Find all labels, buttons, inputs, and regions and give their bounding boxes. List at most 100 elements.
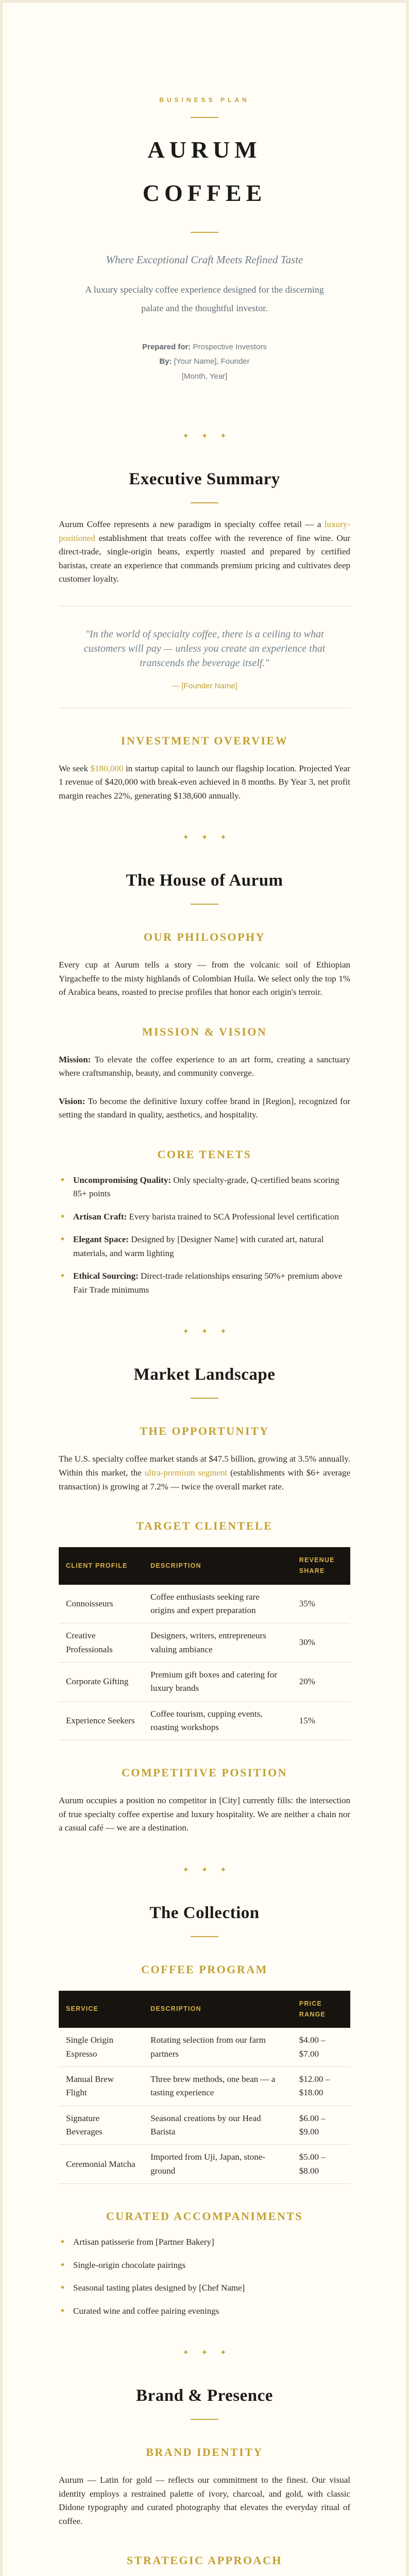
cell: Imported from Uji, Japan, stone-ground bbox=[143, 2144, 292, 2184]
list-item: ◆ Single-origin chocolate pairings bbox=[59, 2259, 350, 2273]
cover-subtitle: A luxury specialty coffee experience des… bbox=[85, 284, 324, 313]
table-header-row: CLIENT PROFILE DESCRIPTION REVENUE SHARE bbox=[59, 1547, 350, 1585]
cell: Premium gift boxes and catering for luxu… bbox=[143, 1662, 292, 1702]
pull-quote: "In the world of specialty coffee, there… bbox=[59, 605, 350, 708]
text-run: The U.S. specialty coffee market stands … bbox=[59, 1454, 350, 1478]
gold-divider bbox=[191, 117, 218, 118]
cell: Coffee tourism, cupping events, roasting… bbox=[143, 1701, 292, 1741]
investment-overview-paragraph: We seek $180,000 in startup capital to l… bbox=[59, 762, 350, 803]
cell: Connoisseurs bbox=[59, 1584, 144, 1624]
diamond-bullet-icon: ◆ bbox=[61, 2284, 64, 2290]
diamond-ornament-icon: ✦ ✦ ✦ bbox=[182, 1328, 227, 1336]
gold-divider bbox=[191, 502, 218, 504]
cell: Creative Professionals bbox=[59, 1623, 144, 1663]
diamond-bullet-icon: ◆ bbox=[61, 2261, 64, 2267]
subheading-investment-overview: INVESTMENT OVERVIEW bbox=[121, 734, 288, 747]
section-heading-executive-summary: Executive Summary bbox=[129, 470, 280, 489]
cell: Seasonal creations by our Head Barista bbox=[143, 2106, 292, 2145]
competitive-position-paragraph: Aurum occupies a position no competitor … bbox=[59, 1795, 350, 1833]
vision-paragraph: Vision: To become the definitive luxury … bbox=[59, 1095, 350, 1122]
gold-divider bbox=[191, 1398, 218, 1399]
text-run: (establishments with $6+ average transac… bbox=[59, 1467, 350, 1492]
section-heading-brand-presence: Brand & Presence bbox=[136, 2386, 273, 2405]
section-heading-the-collection: The Collection bbox=[149, 1903, 260, 1922]
list-item: ◆ Uncompromising Quality: Only specialty-… bbox=[59, 1174, 350, 1201]
list-item: ◆ Seasonal tasting plates designed by [Ch… bbox=[59, 2281, 350, 2295]
prepared-for-line: Prepared for: Prospective Investors bbox=[59, 340, 350, 355]
date-line: [Month, Year] bbox=[181, 371, 228, 381]
accompaniments-list: ◆ Artisan patisserie from [Partner Bakery… bbox=[59, 2235, 350, 2318]
subheading-the-opportunity: THE OPPORTUNITY bbox=[140, 1425, 269, 1438]
subheading-mission-vision: MISSION & VISION bbox=[142, 1025, 267, 1038]
cell: $4.00 – $7.00 bbox=[292, 2028, 350, 2067]
cell: 30% bbox=[292, 1623, 350, 1663]
mission-paragraph: Mission: To elevate the coffee experienc… bbox=[59, 1053, 350, 1080]
table-row: Manual Brew Flight Three brew methods, on… bbox=[59, 2066, 350, 2106]
text-run: To elevate the coffee experience to an a… bbox=[59, 1054, 350, 1078]
column-header: REVENUE SHARE bbox=[292, 1547, 350, 1585]
text-run: Only specialty-grade, Q-certified beans … bbox=[73, 1175, 339, 1199]
prepared-for-label: Prepared for: bbox=[142, 342, 191, 351]
subheading-brand-identity: BRAND IDENTITY bbox=[146, 2446, 263, 2459]
text-run: Seasonal tasting plates designed by [Che… bbox=[73, 2283, 245, 2293]
text-run: establishment that treats coffee with th… bbox=[59, 533, 350, 584]
cell: Single Origin Espresso bbox=[59, 2028, 144, 2067]
table-row: Creative Professionals Designers, writers… bbox=[59, 1623, 350, 1663]
cell: Rotating selection from our farm partner… bbox=[143, 2028, 292, 2067]
diamond-ornament-icon: ✦ ✦ ✦ bbox=[182, 432, 227, 441]
by-value: [Your Name], Founder bbox=[172, 357, 250, 366]
highlight-text: ultra-premium segment bbox=[144, 1467, 228, 1478]
column-header: DESCRIPTION bbox=[143, 1547, 292, 1585]
quote-text: "In the world of specialty coffee, there… bbox=[83, 628, 326, 669]
by-line: By: [Your Name], Founder bbox=[59, 354, 350, 369]
tenet-label: Ethical Sourcing: bbox=[73, 1271, 139, 1281]
text-run: in startup capital to launch our flagshi… bbox=[59, 763, 351, 801]
cover-eyebrow: BUSINESS PLAN bbox=[159, 96, 250, 104]
vision-label: Vision: bbox=[59, 1096, 86, 1106]
text-run: Single-origin chocolate pairings bbox=[73, 2260, 186, 2270]
cell: 35% bbox=[292, 1584, 350, 1624]
subheading-competitive-position: COMPETITIVE POSITION bbox=[122, 1766, 287, 1780]
cover-meta: Prepared for: Prospective Investors By: … bbox=[59, 340, 350, 384]
tenet-label: Elegant Space: bbox=[73, 1234, 129, 1245]
by-label: By: bbox=[159, 357, 172, 366]
tenet-label: Artisan Craft: bbox=[73, 1211, 127, 1222]
diamond-ornament-icon: ✦ ✦ ✦ bbox=[182, 1866, 227, 1874]
section-heading-market-landscape: Market Landscape bbox=[133, 1365, 276, 1384]
cell: Experience Seekers bbox=[59, 1701, 144, 1741]
diamond-ornament-icon: ✦ ✦ ✦ bbox=[182, 2349, 227, 2358]
cover-tagline: Where Exceptional Craft Meets Refined Ta… bbox=[106, 253, 303, 266]
column-header: CLIENT PROFILE bbox=[59, 1547, 144, 1585]
subheading-our-philosophy: OUR PHILOSOPHY bbox=[143, 930, 266, 944]
table-row: Corporate Gifting Premium gift boxes and … bbox=[59, 1662, 350, 1702]
core-tenets-list: ◆ Uncompromising Quality: Only specialty-… bbox=[59, 1174, 350, 1297]
cell: Ceremonial Matcha bbox=[59, 2144, 144, 2184]
diamond-bullet-icon: ◆ bbox=[61, 2307, 64, 2313]
list-item: ◆ Ethical Sourcing: Direct-trade relation… bbox=[59, 1269, 350, 1297]
gold-divider bbox=[191, 2419, 218, 2420]
subheading-strategic-approach: STRATEGIC APPROACH bbox=[127, 2554, 282, 2567]
text-run: Every barista trained to SCA Professiona… bbox=[127, 1211, 339, 1222]
column-header: DESCRIPTION bbox=[143, 1990, 292, 2028]
cover-section: BUSINESS PLAN AURUM COFFEE Where Excepti… bbox=[59, 3, 350, 384]
text-run: To become the definitive luxury coffee b… bbox=[59, 1096, 350, 1120]
cell: 20% bbox=[292, 1662, 350, 1702]
table-row: Single Origin Espresso Rotating selection… bbox=[59, 2028, 350, 2067]
text-run: Curated wine and coffee pairing evenings bbox=[73, 2306, 219, 2316]
gold-divider bbox=[191, 232, 218, 233]
table-row: Ceremonial Matcha Imported from Uji, Japa… bbox=[59, 2144, 350, 2184]
list-item: ◆ Artisan patisserie from [Partner Bakery… bbox=[59, 2235, 350, 2249]
table-row: Experience Seekers Coffee tourism, cuppin… bbox=[59, 1701, 350, 1741]
cell: $12.00 – $18.00 bbox=[292, 2066, 350, 2106]
prepared-for-value: Prospective Investors bbox=[191, 342, 267, 351]
subheading-core-tenets: CORE TENETS bbox=[157, 1147, 252, 1161]
highlight-text: $180,000 bbox=[90, 763, 124, 773]
cell: Manual Brew Flight bbox=[59, 2066, 144, 2106]
subheading-coffee-program: COFFEE PROGRAM bbox=[141, 1962, 268, 1976]
subheading-target-clientele: TARGET CLIENTELE bbox=[136, 1519, 273, 1533]
coffee-program-table: SERVICE DESCRIPTION PRICE RANGE Single O… bbox=[59, 1990, 350, 2184]
section-heading-house-of-aurum: The House of Aurum bbox=[126, 871, 283, 890]
exec-summary-paragraph: Aurum Coffee represents a new paradigm i… bbox=[59, 518, 350, 586]
philosophy-paragraph: Every cup at Aurum tells a story — from … bbox=[59, 960, 350, 997]
table-header-row: SERVICE DESCRIPTION PRICE RANGE bbox=[59, 1990, 350, 2028]
